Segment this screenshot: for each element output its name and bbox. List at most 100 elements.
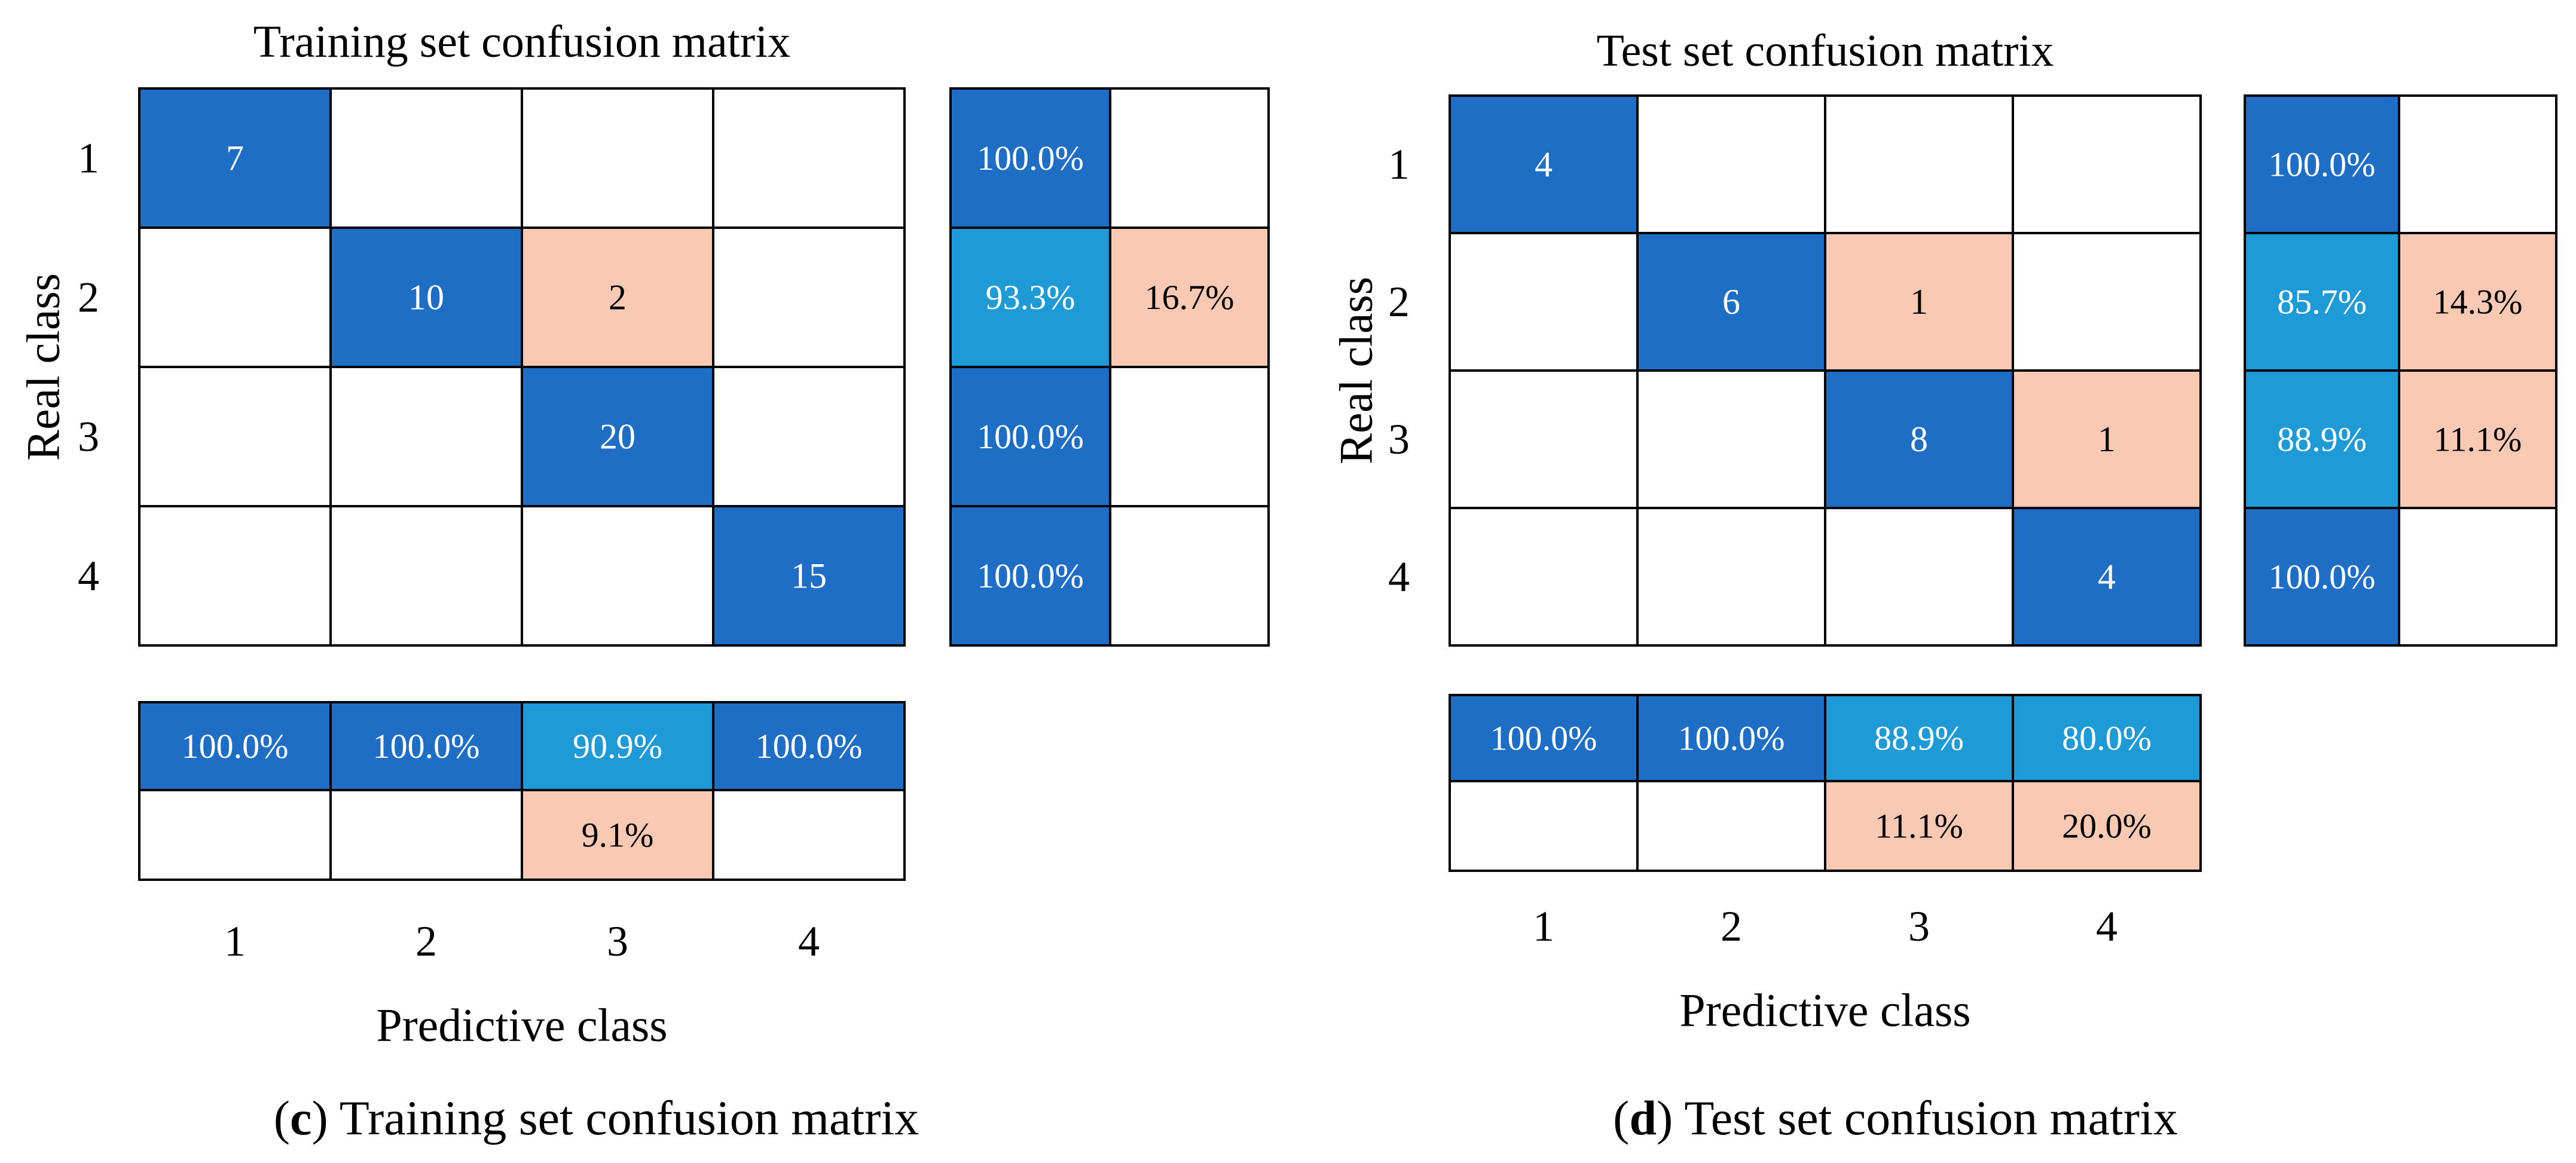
matrix-cell bbox=[521, 505, 714, 647]
row-summary-value: 100.0% bbox=[2269, 558, 2376, 596]
matrix-cell bbox=[1824, 94, 2014, 234]
row-summary-cell bbox=[1109, 227, 1270, 368]
y-tick-label: 3 bbox=[1388, 415, 1410, 463]
row-summary-cell bbox=[949, 227, 1111, 368]
column-summary-value: 80.0% bbox=[2062, 719, 2152, 758]
row-summary-value: 100.0% bbox=[2269, 145, 2376, 184]
caption-text: ) Training set confusion matrix bbox=[311, 1091, 919, 1145]
x-axis-label: Predictive class bbox=[376, 999, 667, 1051]
matrix-cell bbox=[712, 505, 906, 647]
x-tick-label: 4 bbox=[2096, 902, 2117, 950]
matrix-cell bbox=[1449, 507, 1639, 647]
matrix-cell bbox=[1449, 94, 1639, 234]
x-tick-label: 2 bbox=[1721, 902, 1742, 950]
matrix-cell bbox=[2012, 232, 2202, 372]
x-tick-label: 1 bbox=[1533, 902, 1554, 950]
y-tick-label: 4 bbox=[1388, 553, 1410, 601]
matrix-cell bbox=[712, 227, 906, 368]
matrix-cell bbox=[1449, 369, 1639, 509]
x-tick-label: 3 bbox=[607, 917, 628, 965]
column-summary-cell bbox=[329, 701, 523, 791]
matrix-cell bbox=[521, 366, 714, 507]
panel-training: Training set confusion matrix 7 10 2 20 15 100… bbox=[17, 17, 1270, 1145]
matrix-cell-value: 7 bbox=[226, 139, 244, 178]
matrix-cell bbox=[138, 505, 332, 647]
column-summary-value: 9.1% bbox=[582, 816, 654, 855]
row-summary-value: 14.3% bbox=[2433, 283, 2523, 322]
x-tick-label: 3 bbox=[1908, 902, 1930, 950]
caption-text: ) Test set confusion matrix bbox=[1657, 1091, 2178, 1145]
row-summary-value: 88.9% bbox=[2277, 420, 2367, 459]
row-summary-cell bbox=[949, 366, 1111, 507]
matrix-cell bbox=[1824, 507, 2014, 647]
y-axis-label: Real class bbox=[1330, 277, 1382, 464]
row-summary-cell bbox=[2398, 94, 2557, 234]
column-summary-value: 100.0% bbox=[373, 727, 480, 766]
y-tick-label: 2 bbox=[1388, 278, 1410, 326]
matrix-cell-value: 2 bbox=[609, 278, 627, 317]
figure-caption: (c) Training set confusion matrix bbox=[274, 1091, 919, 1145]
matrix-cell bbox=[2012, 369, 2202, 509]
row-summary-cell bbox=[2244, 232, 2400, 372]
matrix-cell bbox=[2012, 507, 2202, 647]
matrix-cell bbox=[1636, 507, 1826, 647]
matrix-cell-value: 15 bbox=[791, 556, 827, 596]
column-summary-value: 20.0% bbox=[2062, 807, 2152, 846]
matrix-cell bbox=[2012, 94, 2202, 234]
column-summary-value: 11.1% bbox=[1875, 807, 1963, 846]
matrix-cell bbox=[521, 227, 714, 368]
x-tick-label: 1 bbox=[224, 917, 246, 965]
column-summary-value: 100.0% bbox=[1490, 719, 1597, 758]
row-summary-value: 16.7% bbox=[1145, 278, 1234, 317]
matrix-cell bbox=[329, 227, 523, 368]
caption-paren: ( bbox=[1613, 1091, 1629, 1145]
row-summary-cell bbox=[2398, 232, 2557, 372]
row-summary-cell bbox=[1109, 87, 1270, 229]
column-summary-value: 100.0% bbox=[1678, 719, 1785, 758]
figure-caption: (d) Test set confusion matrix bbox=[1613, 1091, 2178, 1145]
row-summary-cell bbox=[949, 87, 1111, 229]
matrix-cell bbox=[329, 505, 523, 647]
column-summary-cell bbox=[712, 789, 906, 881]
y-tick-label: 1 bbox=[78, 134, 99, 182]
column-summary-value: 100.0% bbox=[182, 727, 289, 766]
column-summary-cell bbox=[521, 701, 714, 791]
matrix-cell-value: 10 bbox=[408, 278, 444, 317]
row-summary-cell bbox=[949, 505, 1111, 647]
column-summary-value: 100.0% bbox=[756, 727, 863, 766]
matrix-cell bbox=[138, 366, 332, 507]
row-summary-cell bbox=[2398, 507, 2557, 647]
column-summary-cell bbox=[1449, 780, 1639, 872]
matrix-cell bbox=[1449, 232, 1639, 372]
matrix-cell-value: 6 bbox=[1722, 282, 1740, 322]
row-summary-cell bbox=[1109, 366, 1270, 507]
caption-letter: c bbox=[290, 1091, 311, 1145]
matrix-cell-value: 20 bbox=[600, 417, 635, 457]
column-summary-cell bbox=[2012, 780, 2202, 872]
x-tick-label: 4 bbox=[798, 917, 820, 965]
y-tick-label: 2 bbox=[78, 274, 99, 322]
matrix-cell-value: 8 bbox=[1910, 420, 1928, 459]
chart-title: Test set confusion matrix bbox=[1596, 26, 2054, 76]
y-tick-label: 3 bbox=[78, 413, 99, 461]
row-summary-cell bbox=[2244, 369, 2400, 509]
row-summary-value: 100.0% bbox=[977, 556, 1084, 595]
column-summary-cell bbox=[329, 789, 523, 881]
column-summary-value: 88.9% bbox=[1874, 719, 1964, 758]
column-summary-cell bbox=[1824, 780, 2014, 872]
row-summary-value: 85.7% bbox=[2277, 283, 2367, 322]
x-axis-label: Predictive class bbox=[1679, 984, 1970, 1036]
panel-test: Test set confusion matrix 4 6 1 8 1 4 100.0% 85.… bbox=[1330, 26, 2557, 1145]
matrix-cell-value: 1 bbox=[1910, 282, 1928, 322]
caption-paren: ( bbox=[274, 1091, 290, 1145]
row-summary-value: 11.1% bbox=[2434, 420, 2522, 459]
x-tick-label: 2 bbox=[415, 917, 437, 965]
matrix-cell bbox=[1636, 94, 1826, 234]
column-summary-cell bbox=[138, 789, 332, 881]
y-tick-label: 4 bbox=[78, 552, 99, 600]
matrix-cell bbox=[1636, 369, 1826, 509]
column-summary-value: 90.9% bbox=[573, 727, 662, 766]
matrix-cell bbox=[521, 87, 714, 229]
matrix-cell bbox=[712, 366, 906, 507]
